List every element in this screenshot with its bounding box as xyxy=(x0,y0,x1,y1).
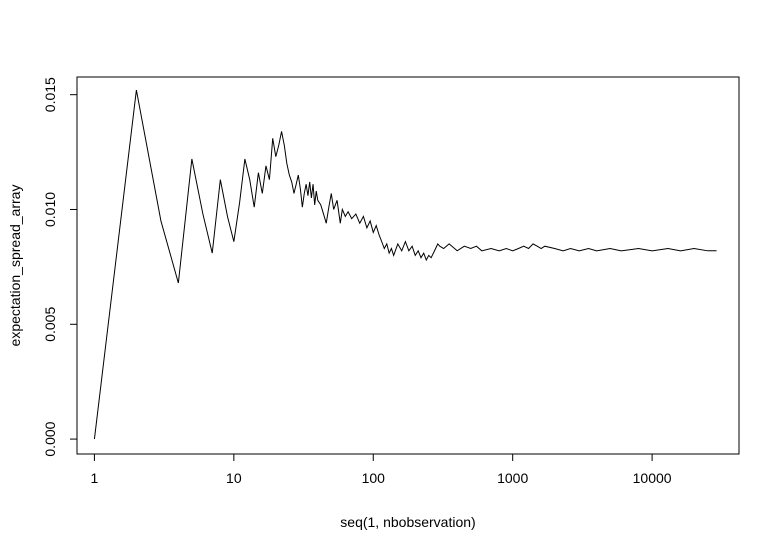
y-tick-label: 0.015 xyxy=(42,77,58,112)
x-tick-label: 10000 xyxy=(633,470,672,486)
x-tick-label: 1000 xyxy=(497,470,528,486)
y-tick-label: 0.010 xyxy=(42,192,58,227)
x-axis-label: seq(1, nbobservation) xyxy=(340,514,475,530)
x-tick-label: 10 xyxy=(226,470,242,486)
x-axis: 1 10 100 1000 10000 xyxy=(91,454,672,486)
x-tick-label: 1 xyxy=(91,470,99,486)
x-tick-label: 100 xyxy=(362,470,386,486)
y-tick-label: 0.005 xyxy=(42,307,58,342)
series-line xyxy=(93,89,717,440)
y-tick-label: 0.000 xyxy=(42,421,58,456)
y-axis: 0.000 0.005 0.010 0.015 xyxy=(42,77,77,457)
plot-frame xyxy=(76,76,740,455)
y-axis-label: expectation_spread_array xyxy=(7,185,23,347)
